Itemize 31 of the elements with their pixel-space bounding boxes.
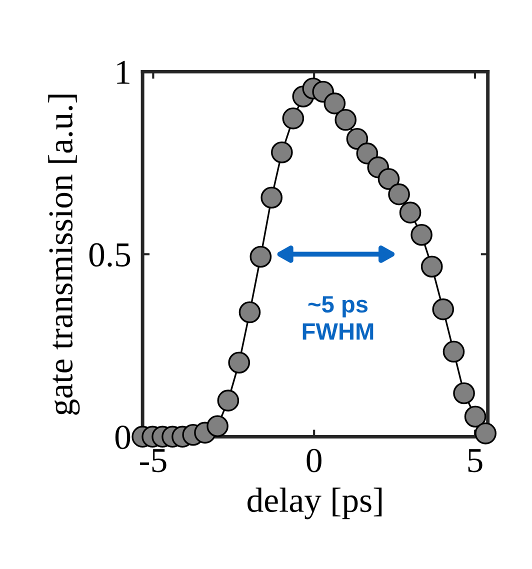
y-axis-title: gate transmission [a.u.] xyxy=(48,94,80,415)
point xyxy=(228,352,250,374)
y-tick-label: 1 xyxy=(117,60,130,84)
x-tick-label: -5 xyxy=(140,449,166,472)
point xyxy=(388,183,410,206)
point xyxy=(282,108,304,130)
x-axis-title: delay [ps] xyxy=(248,488,382,520)
x-tick-label: 0 xyxy=(306,448,322,472)
point xyxy=(420,256,443,278)
x-tick-label: 5 xyxy=(468,449,482,472)
point xyxy=(453,382,475,404)
annotation: ~5 ps FWHM xyxy=(302,296,374,340)
point xyxy=(271,141,293,164)
y-tick-label: 0.5 xyxy=(89,243,130,267)
point xyxy=(432,298,454,320)
y-tick-label: 0 xyxy=(115,426,130,450)
point xyxy=(378,168,400,190)
point xyxy=(324,92,346,114)
point xyxy=(217,390,240,412)
point xyxy=(356,142,378,164)
point xyxy=(442,340,465,363)
point xyxy=(260,186,283,209)
point xyxy=(346,128,368,150)
point xyxy=(464,406,486,428)
point xyxy=(238,301,261,324)
point xyxy=(250,246,272,268)
point xyxy=(334,108,357,131)
point xyxy=(399,202,422,224)
point xyxy=(206,415,228,438)
point xyxy=(410,224,432,246)
point xyxy=(474,422,496,444)
